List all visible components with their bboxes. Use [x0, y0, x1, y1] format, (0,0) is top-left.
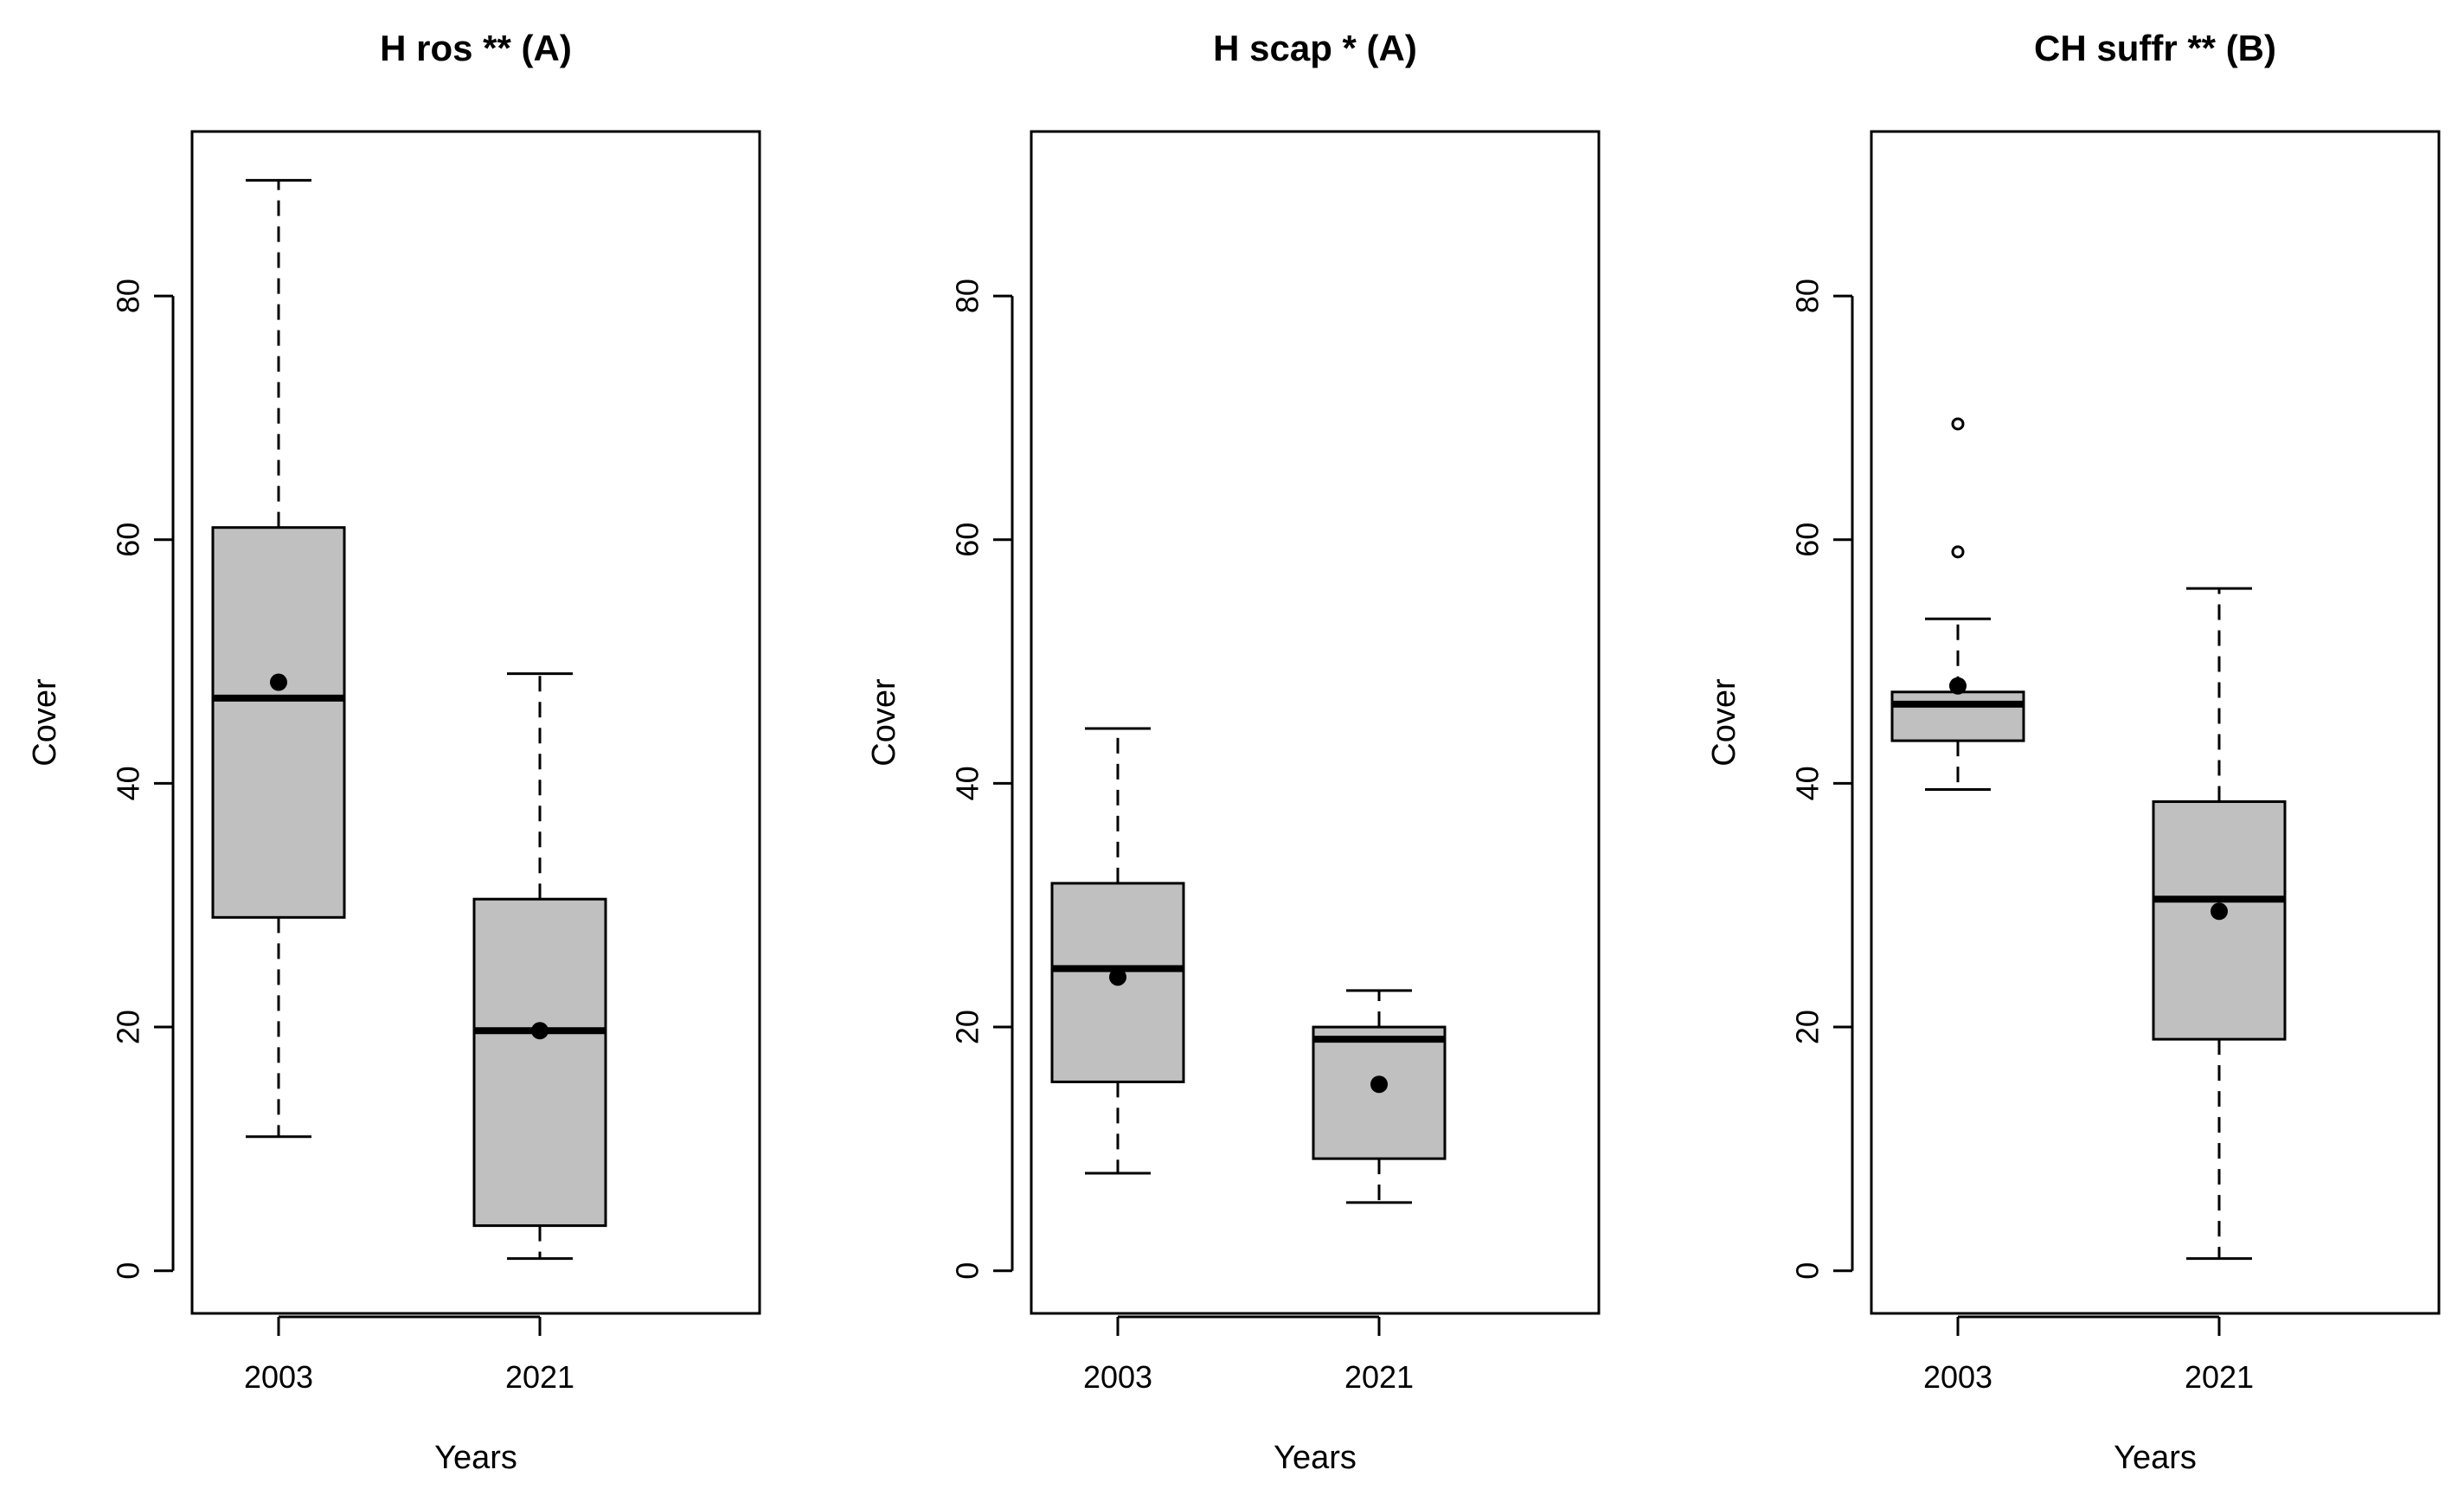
x-tick-label: 2003 [244, 1359, 313, 1395]
x-tick-label: 2003 [1923, 1359, 1992, 1395]
panel-title: H scap * (A) [1213, 28, 1417, 68]
x-tick-label: 2021 [505, 1359, 574, 1395]
mean-point [531, 1022, 549, 1040]
y-tick-label: 80 [111, 279, 146, 313]
x-axis-label: Years [1274, 1440, 1357, 1476]
mean-point [270, 673, 287, 691]
box-iqr [2152, 800, 2287, 1041]
plot-frame [1870, 130, 2441, 1315]
box-iqr [211, 526, 346, 919]
plot-frame [1030, 130, 1601, 1315]
x-axis-label: Years [434, 1440, 517, 1476]
y-axis-label: Cover [1706, 678, 1742, 767]
y-tick-label: 0 [111, 1262, 146, 1280]
y-tick-label: 60 [111, 523, 146, 557]
y-tick-label: 0 [950, 1262, 985, 1280]
x-tick-label: 2003 [1083, 1359, 1152, 1395]
y-axis-label: Cover [866, 678, 902, 767]
mean-point [1370, 1075, 1388, 1094]
mean-point [1109, 968, 1126, 986]
y-tick-label: 60 [950, 523, 985, 557]
outlier-point [1951, 545, 1965, 559]
box-iqr [1312, 1025, 1447, 1160]
mean-point [1949, 677, 1967, 695]
y-tick-label: 0 [1790, 1262, 1826, 1280]
x-tick-label: 2021 [2185, 1359, 2254, 1395]
y-tick-label: 80 [1790, 279, 1826, 313]
panel-title: CH suffr ** (B) [2034, 28, 2276, 68]
box-iqr [1890, 690, 2025, 742]
x-tick-label: 2021 [1344, 1359, 1414, 1395]
y-tick-label: 20 [1790, 1010, 1826, 1044]
plot-frame [190, 130, 761, 1315]
y-tick-label: 20 [950, 1010, 985, 1044]
box-iqr [472, 897, 607, 1228]
mean-point [2211, 902, 2228, 921]
y-tick-label: 20 [111, 1010, 146, 1044]
y-tick-label: 80 [950, 279, 985, 313]
y-tick-label: 60 [1790, 523, 1826, 557]
y-tick-label: 40 [111, 766, 146, 800]
outlier-point [1951, 417, 1965, 431]
x-axis-label: Years [2114, 1440, 2197, 1476]
y-axis-label: Cover [27, 678, 63, 767]
y-tick-label: 40 [950, 766, 985, 800]
panel-title: H ros ** (A) [380, 28, 572, 68]
y-tick-label: 40 [1790, 766, 1826, 800]
